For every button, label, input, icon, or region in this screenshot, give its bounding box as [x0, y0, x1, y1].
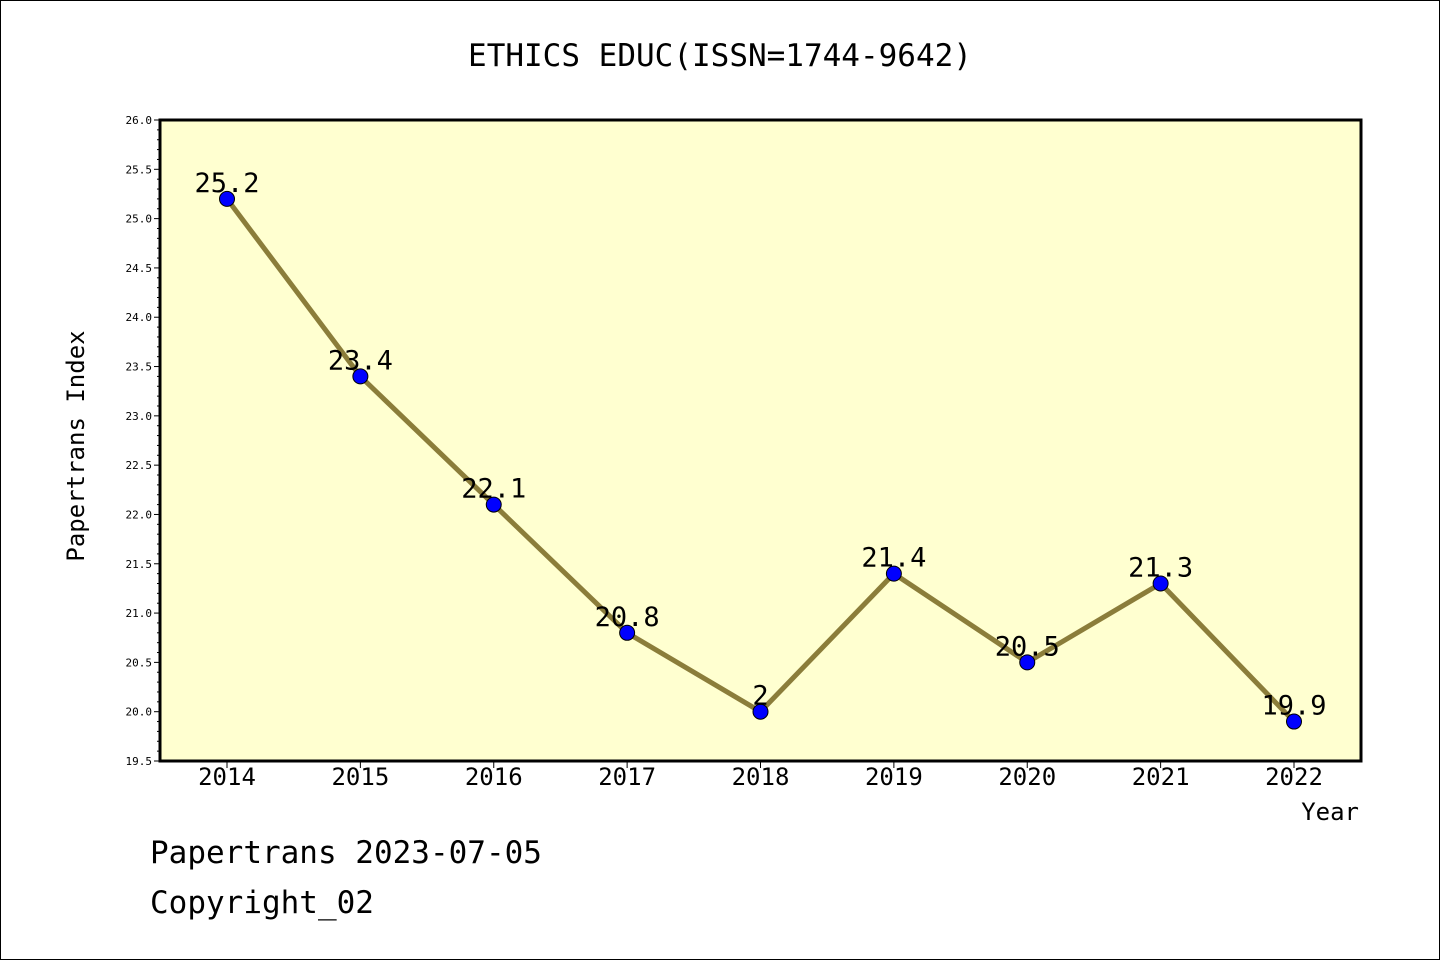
y-tick-label: 26.0	[126, 114, 153, 127]
y-tick-label: 22.5	[126, 459, 153, 472]
data-point	[1286, 713, 1302, 730]
y-tick-label: 20.0	[126, 706, 153, 719]
y-tick-label: 25.5	[126, 163, 153, 176]
x-tick-label: 2014	[198, 763, 256, 791]
x-tick-label: 2015	[331, 763, 389, 791]
data-label: 19.9	[1261, 691, 1326, 722]
data-label: 2	[752, 681, 768, 712]
y-tick-label: 25.0	[126, 213, 153, 226]
plot-area	[158, 118, 1363, 763]
y-tick-label: 19.5	[126, 755, 153, 768]
data-point	[485, 496, 502, 513]
y-axis: 19.5 20.0 20.5 21.0 21.5 22.0 22.5 23.0 23.5 24.0…	[126, 114, 160, 768]
y-tick-label: 23.0	[126, 410, 153, 423]
data-label: 25.2	[194, 168, 259, 199]
y-tick-label: 21.5	[126, 558, 153, 571]
data-point	[619, 624, 636, 641]
data-point	[1019, 654, 1036, 671]
x-tick-label: 2020	[998, 763, 1056, 791]
data-label: 22.1	[461, 474, 526, 505]
data-point	[1152, 575, 1169, 592]
data-point	[752, 703, 769, 720]
y-axis-label: Papertrans Index	[62, 330, 90, 561]
data-point	[219, 190, 235, 207]
series-group	[219, 190, 1302, 730]
data-label: 20.5	[995, 631, 1060, 662]
data-label: 20.8	[595, 602, 660, 633]
y-tick-label: 21.0	[126, 607, 153, 620]
data-point	[352, 368, 369, 385]
x-axis-label: Year	[1301, 798, 1359, 826]
x-tick-label: 2016	[465, 763, 523, 791]
x-tick-label: 2018	[732, 763, 790, 791]
footer-date: Papertrans 2023-07-05	[150, 835, 542, 871]
y-tick-label: 22.0	[126, 508, 153, 521]
footer-copyright: Copyright_02	[150, 885, 374, 921]
x-tick-label: 2017	[598, 763, 656, 791]
x-axis: 2014 2015 2016 2017 2018 2019 2020 2021 2022	[198, 761, 1323, 791]
x-tick-label: 2021	[1132, 763, 1190, 791]
chart-title: ETHICS EDUC(ISSN=1744-9642)	[468, 38, 972, 74]
data-labels: 25.2 23.4 22.1 20.8 2 21.4 20.5 21.3 19.9	[194, 168, 1326, 722]
y-tick-label: 20.5	[126, 656, 153, 669]
y-tick-label: 23.5	[126, 361, 153, 374]
x-tick-label: 2022	[1265, 763, 1323, 791]
data-label: 21.3	[1128, 552, 1193, 583]
data-point	[885, 565, 902, 582]
y-tick-label: 24.0	[126, 311, 153, 324]
y-tick-label: 24.5	[126, 262, 153, 275]
data-label: 21.4	[861, 543, 926, 574]
x-tick-label: 2019	[865, 763, 923, 791]
data-label: 23.4	[328, 345, 393, 376]
